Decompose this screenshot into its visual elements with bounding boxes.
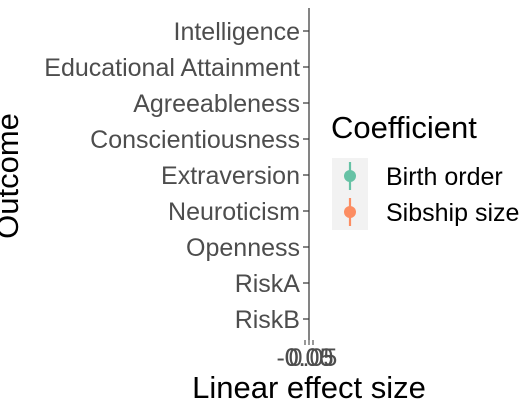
y-tick-label: RiskA [235, 270, 301, 298]
legend-title: Coefficient [331, 110, 477, 145]
x-tick-label: -0.05 [277, 344, 334, 372]
legend: Coefficient Birth order Sibship size [331, 110, 519, 230]
legend-label: Sibship size [386, 199, 519, 227]
x-axis-title: Linear effect size [192, 370, 426, 405]
legend-point-glyph [344, 170, 356, 182]
y-tick-label: RiskB [235, 306, 300, 334]
y-tick-label: Intelligence [174, 18, 300, 46]
legend-item: Birth order [332, 158, 503, 194]
y-axis: Intelligence Educational Attainment Agreea… [44, 8, 310, 340]
y-tick-label: Openness [186, 234, 300, 262]
y-tick-label: Conscientiousness [90, 126, 300, 154]
legend-label: Birth order [386, 163, 503, 191]
x-tick-label: 0.00 [285, 344, 334, 372]
y-tick-label: Educational Attainment [44, 54, 300, 82]
y-tick-label: Extraversion [161, 162, 300, 190]
y-tick-label: Agreeableness [133, 90, 300, 118]
y-tick-label: Neuroticism [168, 198, 300, 226]
y-axis-title: Outcome [0, 113, 25, 239]
legend-point-glyph [344, 206, 356, 218]
x-axis: -0.050.000.05 [277, 340, 338, 372]
legend-item: Sibship size [332, 194, 519, 230]
x-tick-label: 0.05 [289, 344, 338, 372]
